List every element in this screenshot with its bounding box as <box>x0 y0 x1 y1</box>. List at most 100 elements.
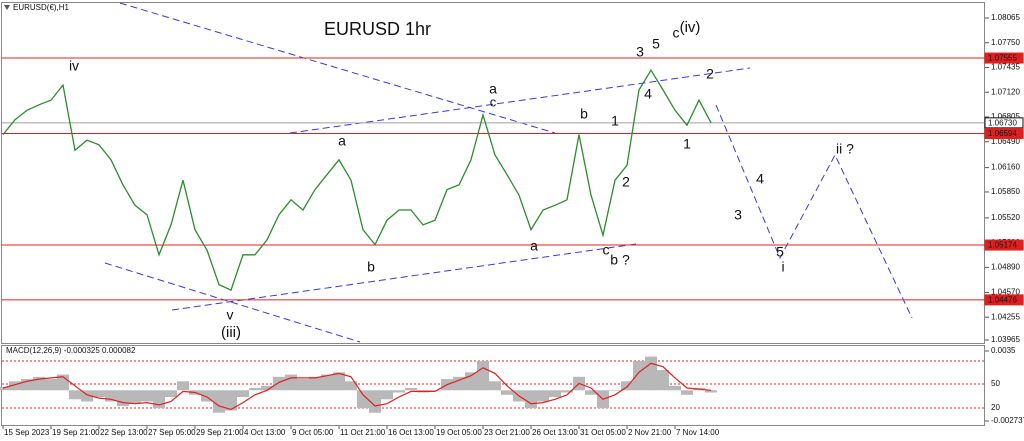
macd-bar <box>357 390 369 409</box>
macd-bar <box>105 390 117 402</box>
macd-bar <box>705 390 717 393</box>
wave-label: c <box>673 25 680 41</box>
wave-label: i <box>781 259 784 275</box>
macd-bar <box>237 390 249 398</box>
chart-title: EURUSD 1hr <box>324 19 431 39</box>
macd-bar <box>153 390 165 409</box>
x-tick-label: 23 Oct 21:00 <box>484 428 530 437</box>
level-label-box <box>984 239 1024 251</box>
macd-level-label: 50 <box>991 379 1000 388</box>
wave-label: 4 <box>756 171 764 187</box>
wave-label: 1 <box>683 136 691 152</box>
macd-bar <box>477 361 489 391</box>
macd-bar <box>297 379 309 391</box>
macd-bar <box>0 386 9 391</box>
y-tick-label: 1.07120 <box>991 87 1020 96</box>
macd-bar <box>429 390 441 391</box>
wave-label: a <box>489 81 497 97</box>
y-tick-label: 1.07435 <box>991 63 1020 72</box>
macd-bar <box>165 390 177 398</box>
wave-label: 3 <box>636 44 644 60</box>
y-tick-label: 1.05850 <box>991 187 1020 196</box>
level-label-box <box>984 128 1024 140</box>
macd-bar <box>309 376 321 391</box>
level-label: 1.06594 <box>988 129 1017 138</box>
x-tick-label: 2 Nov 21:00 <box>628 428 672 437</box>
x-tick-label: 9 Oct 05:00 <box>292 428 334 437</box>
y-tick-label: 1.04570 <box>991 288 1020 297</box>
symbol-icon <box>4 5 10 10</box>
macd-bar <box>585 390 597 395</box>
wave-label: a <box>338 133 346 149</box>
macd-bar <box>345 381 357 391</box>
x-tick-label: 27 Sep 05:00 <box>148 428 196 437</box>
macd-bar <box>393 390 405 393</box>
x-tick-label: 4 Oct 13:00 <box>244 428 286 437</box>
wave-label: 5 <box>776 244 784 260</box>
macd-bar <box>9 381 21 391</box>
level-label-box <box>984 117 1024 129</box>
chart-subtitle: EURUSD(€),H1 <box>13 3 70 12</box>
level-label: 1.07555 <box>988 54 1017 63</box>
wave-label: 3 <box>734 207 742 223</box>
macd-level-label: 20 <box>991 403 1000 412</box>
macd-bar <box>249 388 261 391</box>
price-line <box>2 68 712 291</box>
wave-label: 2 <box>706 66 714 82</box>
macd-bar <box>333 372 345 391</box>
macd-title: MACD(12,26,9) -0.000325 0.000082 <box>6 346 136 355</box>
macd-bar <box>681 390 693 395</box>
signal-line <box>2 362 712 411</box>
level-label: 1.06730 <box>988 118 1017 127</box>
y-tick-label: 1.06805 <box>991 112 1020 121</box>
macd-bar <box>657 370 669 391</box>
x-tick-label: 19 Sep 21:00 <box>52 428 100 437</box>
macd-bar <box>525 390 537 409</box>
wave-label: c <box>490 94 497 109</box>
wave-label: a <box>530 238 538 254</box>
y-tick-label: 1.03965 <box>991 335 1020 344</box>
wave-label: b <box>367 259 375 275</box>
trend-line <box>104 262 361 343</box>
y-tick-label: 1.05520 <box>991 213 1020 222</box>
wave-label: 4 <box>644 86 652 102</box>
wave-label: 1 <box>611 113 619 129</box>
macd-bar <box>285 374 297 391</box>
y-tick-label: -0.002737 <box>991 416 1024 425</box>
macd-bar <box>549 390 561 398</box>
macd-bar <box>645 356 657 391</box>
x-tick-label: 11 Oct 21:00 <box>340 428 386 437</box>
macd-bar <box>45 379 57 391</box>
projection-line <box>715 104 913 319</box>
y-tick-label: 0.0035 <box>991 346 1016 355</box>
y-tick-label: 1.06160 <box>991 163 1020 172</box>
macd-bar <box>213 390 225 413</box>
y-tick-label: 1.07750 <box>991 38 1020 47</box>
y-tick-label: 1.06490 <box>991 137 1020 146</box>
macd-bar <box>261 385 273 391</box>
wave-label: b ? <box>610 252 630 268</box>
level-label: 1.04476 <box>988 295 1017 304</box>
trend-line <box>119 2 556 134</box>
macd-bar <box>381 390 393 400</box>
macd-bar <box>669 385 681 391</box>
wave-label: iv <box>69 58 79 74</box>
macd-bar <box>501 390 513 395</box>
y-tick-label: 1.04255 <box>991 312 1020 321</box>
macd-bar <box>81 390 93 402</box>
level-label-box <box>984 52 1024 64</box>
macd-bar <box>621 381 633 391</box>
macd-pane <box>1 345 985 426</box>
macd-bar <box>561 390 573 393</box>
macd-bar <box>405 388 417 391</box>
trend-line <box>171 243 637 311</box>
wave-label: b <box>580 106 588 122</box>
trend-line <box>289 67 751 134</box>
wave-label: 2 <box>622 174 630 190</box>
x-tick-label: 15 Sep 2023 <box>4 428 50 437</box>
macd-bar <box>69 390 81 400</box>
x-tick-label: 31 Oct 05:00 <box>580 428 626 437</box>
wave-label: (iii) <box>221 324 241 341</box>
